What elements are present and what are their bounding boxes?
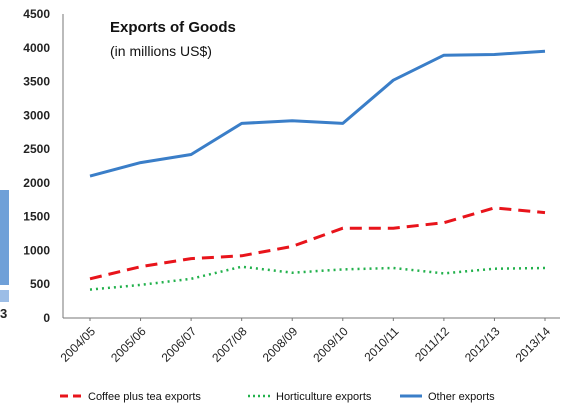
y-tick-label: 1000 <box>23 243 50 257</box>
x-tick-labels: 2004/05 2005/06 2006/07 2007/08 2008/09 2009/… <box>58 318 554 365</box>
y-tick-label: 2000 <box>23 176 50 190</box>
y-tick-label: 1500 <box>23 210 50 224</box>
x-tick-label: 2008/09 <box>260 324 301 365</box>
edge-fragment-text: 3 <box>0 306 7 321</box>
legend: Coffee plus tea exports Horticulture expo… <box>60 391 495 403</box>
x-tick-label: 2007/08 <box>209 324 250 365</box>
x-tick-label: 2009/10 <box>310 324 351 365</box>
y-tick-label: 4000 <box>23 41 50 55</box>
edge-panel <box>0 190 9 285</box>
x-tick-label: 2010/11 <box>362 324 402 364</box>
series-lines <box>89 49 546 291</box>
x-tick-label: 2013/14 <box>513 324 554 365</box>
x-tick-label: 2004/05 <box>58 324 99 365</box>
y-tick-label: 4500 <box>23 7 50 21</box>
chart-subtitle: (in millions US$) <box>110 43 212 59</box>
y-tick-label: 3000 <box>23 108 50 122</box>
y-tick-label: 3500 <box>23 75 50 89</box>
x-tick-label: 2005/06 <box>108 324 149 365</box>
series-line-1 <box>89 206 546 281</box>
y-tick-label: 2500 <box>23 142 50 156</box>
chart-title: Exports of Goods <box>110 19 236 36</box>
y-tick-labels: 0 500 1000 1500 2000 2500 3000 3500 4000 4500 <box>23 7 50 325</box>
series-line-2 <box>89 265 546 291</box>
legend-label-2: Horticulture exports <box>276 391 372 403</box>
y-tick-label: 0 <box>43 311 50 325</box>
x-tick-label: 2011/12 <box>412 324 452 364</box>
edge-panel-lower <box>0 290 9 302</box>
x-tick-label: 2012/13 <box>462 324 503 365</box>
legend-label-1: Coffee plus tea exports <box>88 391 201 403</box>
legend-label-3: Other exports <box>428 391 495 403</box>
y-tick-label: 500 <box>30 277 50 291</box>
series-line-3 <box>89 49 546 178</box>
x-tick-label: 2006/07 <box>159 324 200 365</box>
